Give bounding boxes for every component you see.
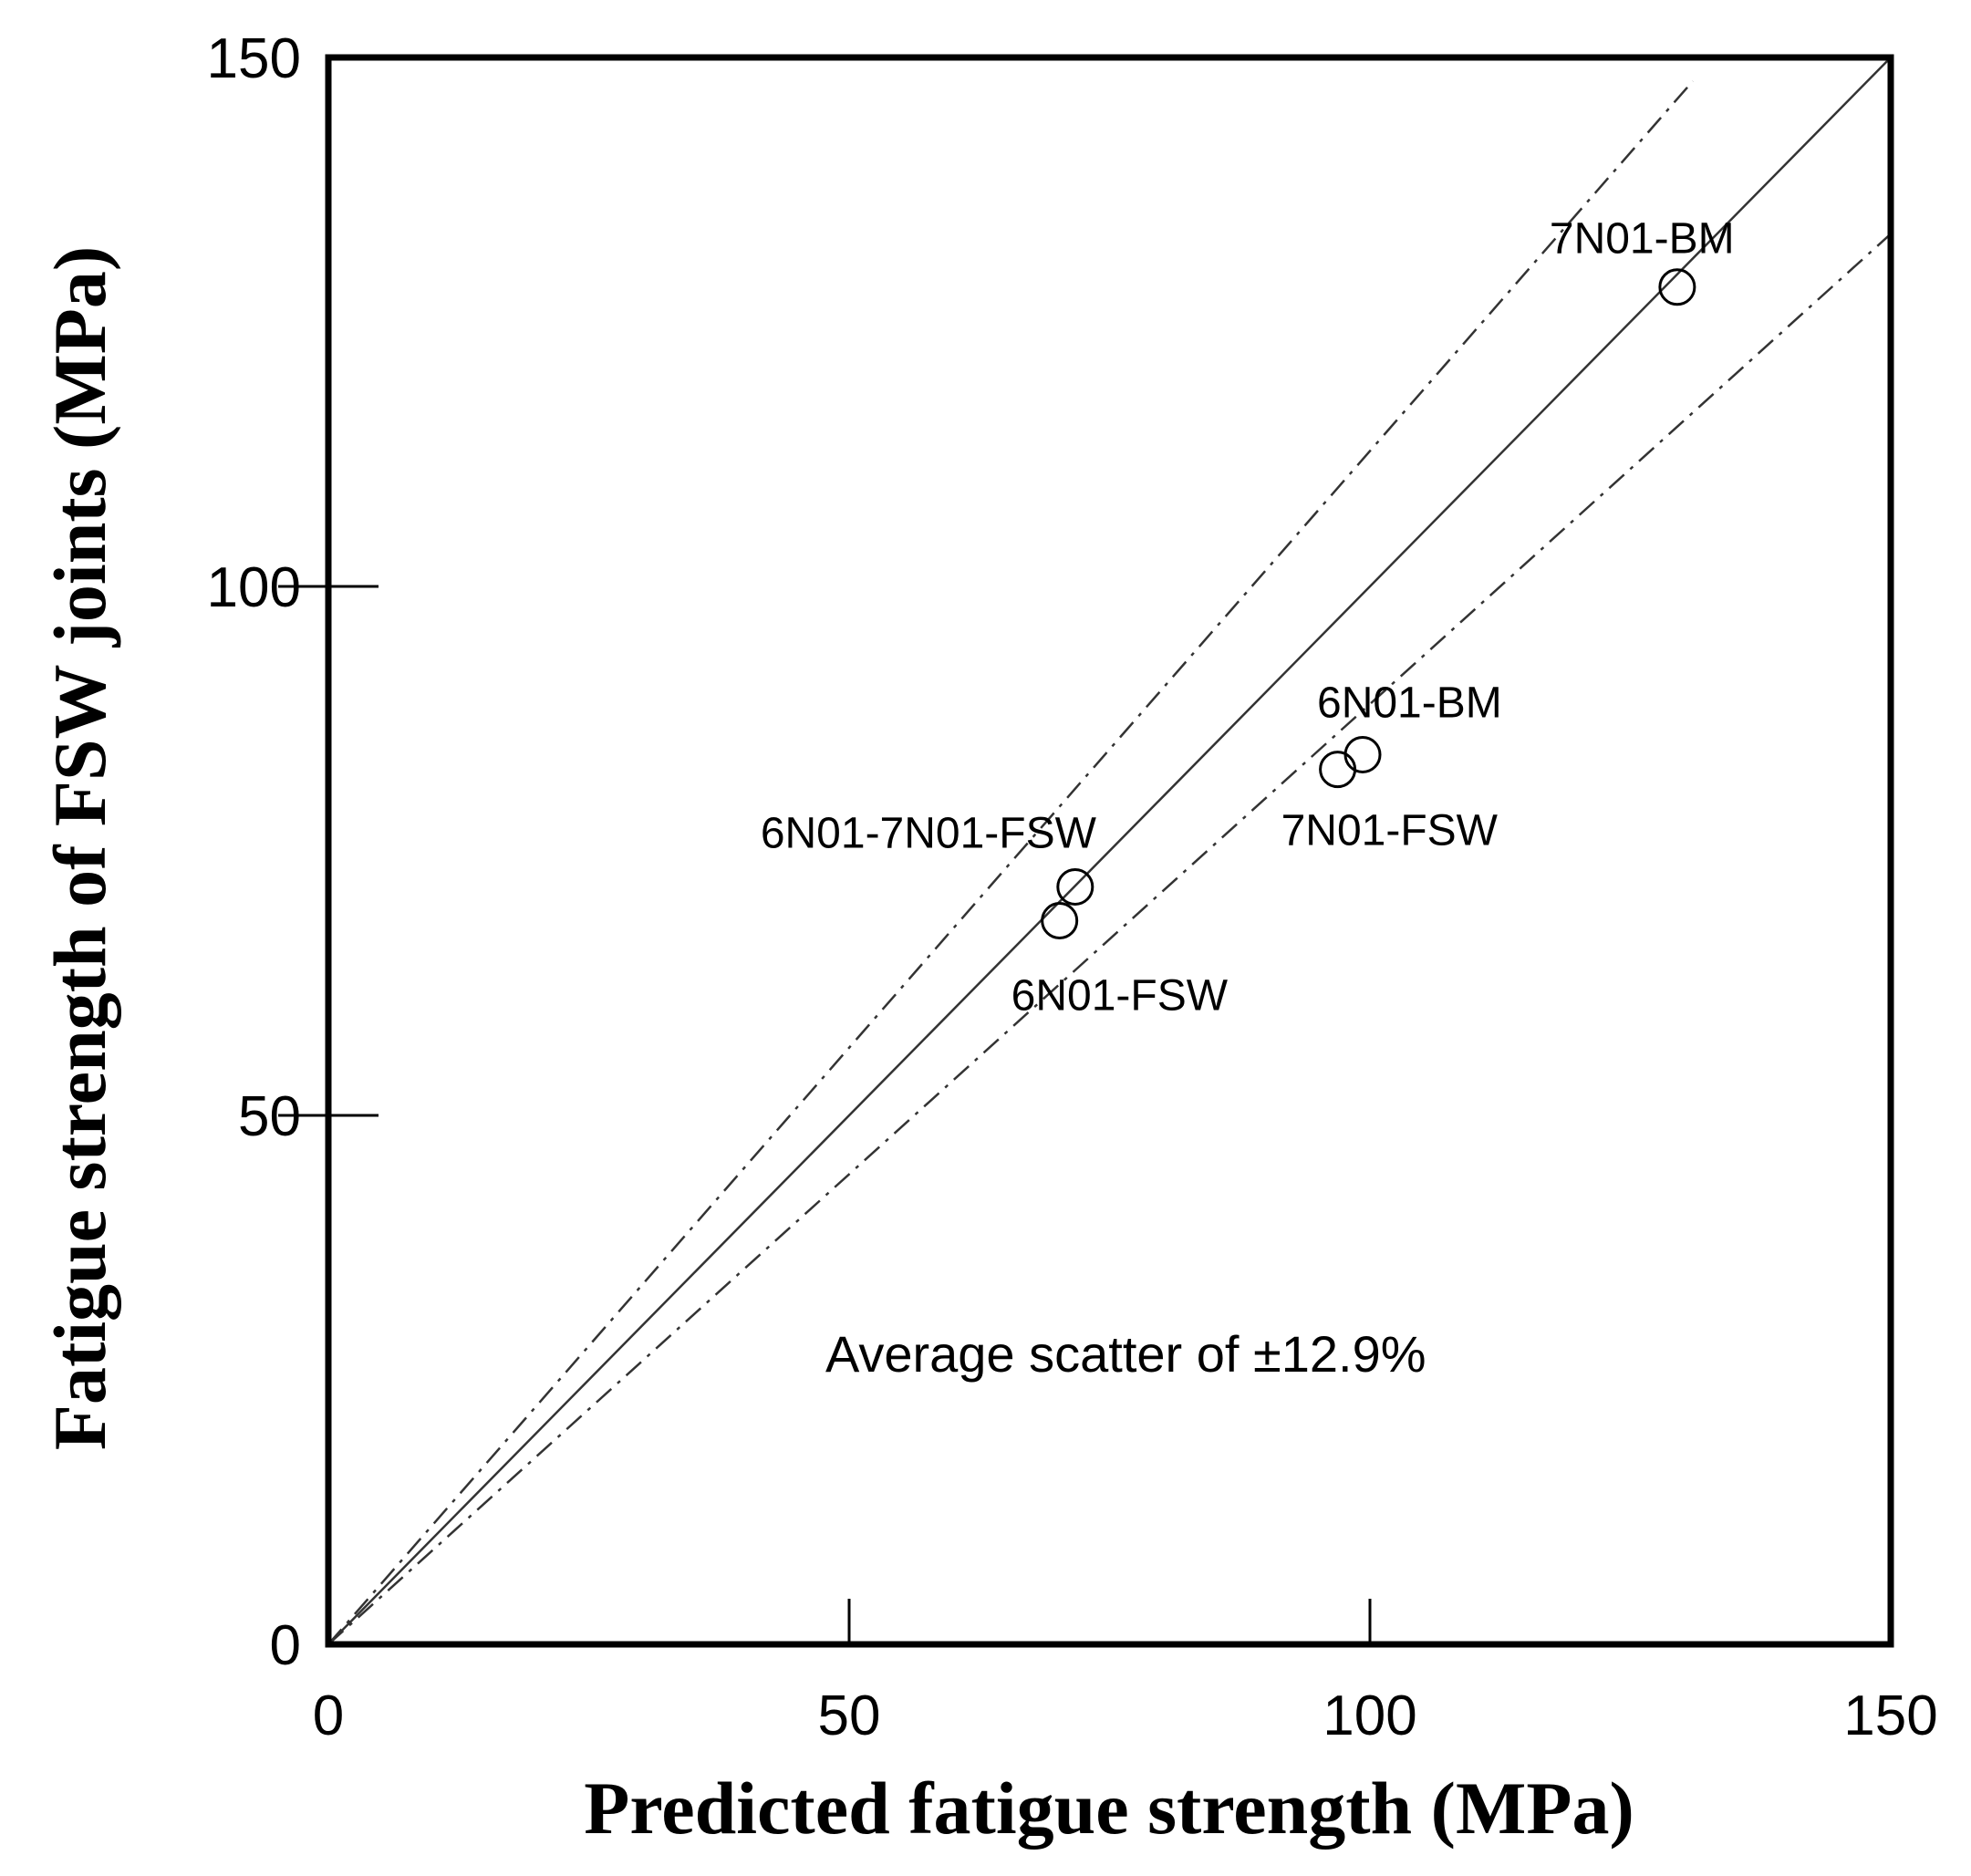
data-point-3 [1319,751,1357,789]
data-points: 7N01-BM 6N01-BM 7N01-FSW 6N01-7N01-FSW 6N01-… [761,215,1735,1021]
data-point-2 [1343,735,1382,773]
data-point-label-1: 7N01-BM [1550,215,1735,264]
data-point-4 [1056,867,1094,906]
plot-frame [325,54,1894,1648]
x-axis-title: Predicted fatigue strength (MPa) [584,1767,1634,1850]
data-point-label-3: 7N01-FSW [1281,807,1499,855]
annotation-scatter: Average scatter of ±12.9% [825,1325,1426,1383]
reference-line-3 [327,233,1892,1645]
axis-ticks: 0 50 100 150 0 50 100 150 [207,27,1938,1747]
reference-line-2 [327,80,1694,1645]
y-tick-label-3: 100 [207,556,301,619]
x-tick-label-1: 0 [313,1684,344,1747]
reference-line-1 [327,57,1892,1645]
y-tick-label-2: 50 [238,1085,301,1148]
y-tick-label-4: 150 [207,27,301,90]
data-point-label-4: 6N01-7N01-FSW [761,809,1097,857]
x-tick-label-3: 100 [1323,1684,1416,1747]
data-point-label-2: 6N01-BM [1317,679,1502,727]
x-tick-label-2: 50 [818,1684,881,1747]
y-tick-label-1: 0 [270,1614,301,1677]
reference-lines [327,57,1892,1645]
data-point-5 [1041,902,1079,940]
y-axis-title: Fatigue strength of FSW joints (MPa) [38,246,121,1450]
data-point-1 [1658,268,1696,306]
data-point-label-5: 6N01-FSW [1011,972,1229,1021]
x-tick-label-4: 150 [1843,1684,1937,1747]
